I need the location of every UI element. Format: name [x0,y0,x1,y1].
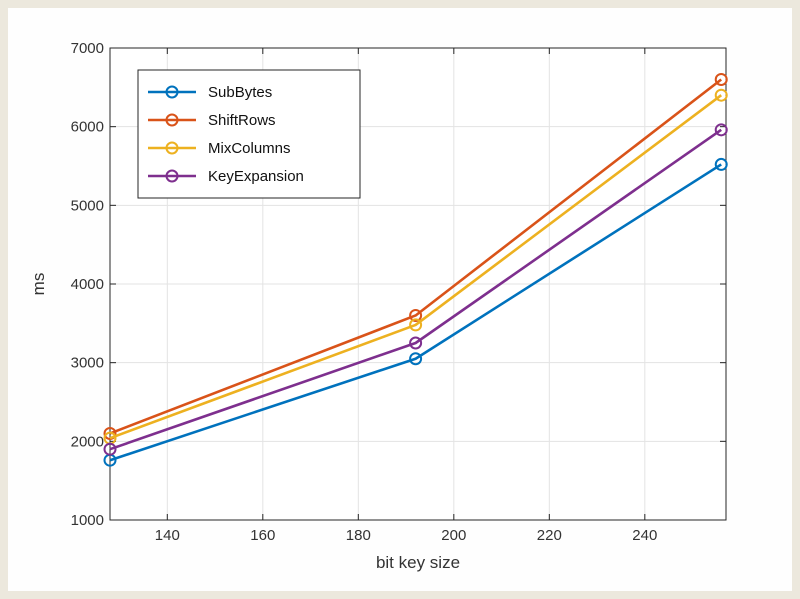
x-tick-label: 220 [537,527,562,544]
series-layer [103,72,728,467]
legend-label: MixColumns [208,140,291,157]
figure-frame: 140 160 180 200 220 240 1000 2000 3000 4000 5000 6… [8,8,792,591]
series-line [109,94,723,440]
legend-swatch-marker [165,169,179,183]
legend-item: SubBytes [148,84,272,101]
data-point [103,442,117,456]
data-point [409,308,423,322]
data-point [103,426,117,440]
legend-label: ShiftRows [208,112,276,129]
y-tick-label: 7000 [71,40,104,57]
x-tick-label: 140 [155,527,180,544]
legend-label: KeyExpansion [208,168,304,185]
data-point [409,318,423,332]
data-point [714,123,728,137]
y-axis-label: ms [29,273,48,296]
legend-swatch-marker [165,113,179,127]
y-tick-label: 6000 [71,119,104,136]
y-tick-label: 4000 [71,276,104,293]
legend-swatch-marker [165,141,179,155]
y-tick-label: 2000 [71,433,104,450]
x-tick-label: 180 [346,527,371,544]
y-tick-label: 3000 [71,355,104,372]
data-point [409,336,423,350]
series-shiftrows [103,72,728,440]
legend: SubBytes ShiftRows MixColumns KeyExpansion [137,69,361,199]
legend-item: KeyExpansion [148,168,304,185]
series-keyexpansion [103,123,728,456]
legend-label: SubBytes [208,84,272,101]
legend-item: MixColumns [148,140,291,157]
data-point [714,88,728,102]
data-point [714,72,728,86]
series-line [109,78,723,435]
line-chart: 140 160 180 200 220 240 1000 2000 3000 4000 5000 6… [29,40,728,572]
x-axis-ticks: 140 160 180 200 220 240 [155,48,657,544]
x-tick-label: 240 [632,527,657,544]
x-tick-label: 160 [250,527,275,544]
y-axis-ticks: 1000 2000 3000 4000 5000 6000 7000 [71,40,726,529]
legend-item: ShiftRows [148,112,276,129]
data-point [714,157,728,171]
x-tick-label: 200 [441,527,466,544]
legend-swatch-marker [165,85,179,99]
y-tick-label: 5000 [71,197,104,214]
data-point [409,352,423,366]
y-tick-label: 1000 [71,512,104,529]
x-axis-label: bit key size [376,553,460,572]
series-line [109,128,722,451]
series-line [109,163,722,462]
